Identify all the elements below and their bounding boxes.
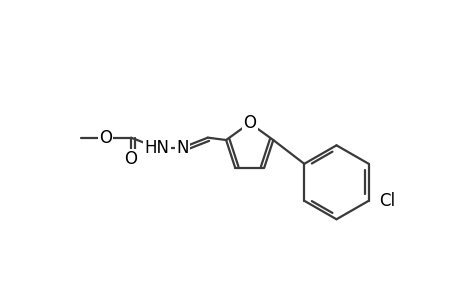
Text: HN: HN: [144, 139, 169, 157]
Text: O: O: [99, 129, 112, 147]
Text: O: O: [243, 114, 256, 132]
Text: O: O: [124, 150, 137, 168]
Text: N: N: [176, 139, 188, 157]
Text: Cl: Cl: [379, 192, 395, 210]
